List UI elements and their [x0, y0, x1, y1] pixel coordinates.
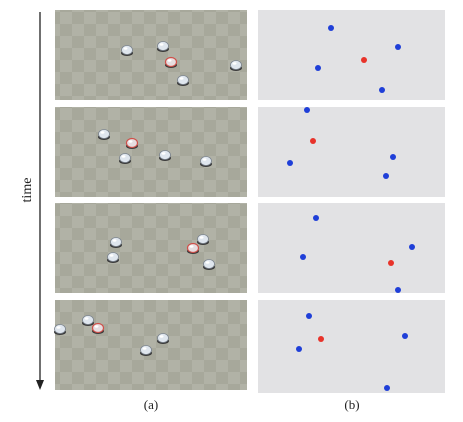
panel-label: (b) — [344, 397, 359, 412]
sim-panel — [258, 107, 445, 197]
robot — [139, 345, 153, 357]
robot — [125, 137, 139, 150]
agent-dot — [313, 215, 319, 221]
agent-dot — [384, 385, 390, 391]
sim-panel — [258, 203, 445, 293]
robot — [120, 45, 134, 57]
robot — [186, 242, 200, 255]
robot — [97, 129, 111, 141]
agent-dot — [315, 65, 321, 71]
photo — [55, 203, 247, 293]
agent-dot — [379, 87, 385, 93]
agent-dot — [402, 333, 408, 339]
agent-dot — [300, 254, 306, 260]
robot — [53, 324, 67, 336]
panel-label: (a) — [144, 397, 158, 412]
agent-dot — [395, 44, 401, 50]
sim-panel — [258, 300, 445, 393]
photo-column — [53, 10, 247, 390]
robot — [91, 322, 105, 335]
agent-dot — [318, 336, 324, 342]
robot — [196, 234, 210, 246]
robot — [118, 153, 132, 165]
agent-dot — [388, 260, 394, 266]
robot — [158, 150, 172, 162]
agent-dot — [361, 57, 367, 63]
robot — [81, 315, 95, 327]
robot — [202, 259, 216, 271]
robot — [156, 41, 170, 53]
agent-dot — [287, 160, 293, 166]
photo — [55, 10, 247, 100]
photo — [55, 107, 247, 197]
agent-dot — [310, 138, 316, 144]
robot — [229, 60, 243, 72]
sim-panel — [258, 10, 445, 100]
robot — [109, 237, 123, 249]
agent-dot — [328, 25, 334, 31]
agent-dot — [390, 154, 396, 160]
agent-dot — [383, 173, 389, 179]
robot — [164, 56, 178, 69]
agent-dot — [409, 244, 415, 250]
agent-dot — [304, 107, 310, 113]
robot — [176, 75, 190, 87]
time-label: time — [20, 178, 35, 203]
agent-dot — [306, 313, 312, 319]
robot — [106, 252, 120, 264]
robot — [199, 156, 213, 168]
sim-column — [258, 10, 445, 393]
agent-dot — [296, 346, 302, 352]
arrow-head — [36, 380, 44, 390]
agent-dot — [395, 287, 401, 293]
photo — [55, 300, 247, 390]
robot — [156, 333, 170, 345]
